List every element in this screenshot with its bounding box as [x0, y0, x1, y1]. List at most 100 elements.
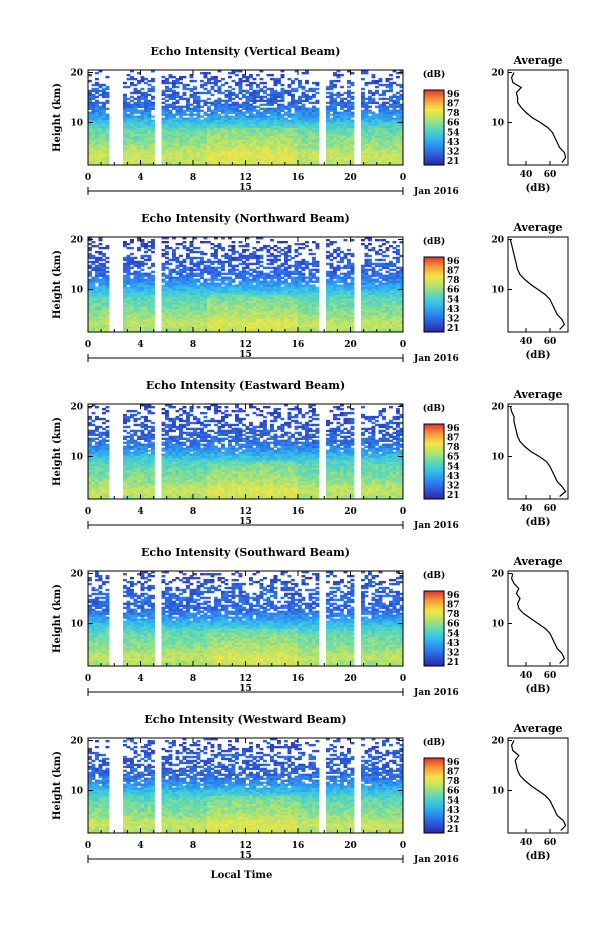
- heatmap-cell: [193, 256, 197, 260]
- heatmap-cell: [266, 125, 271, 128]
- heatmap-cell: [133, 109, 138, 112]
- heatmap-cell: [98, 155, 103, 158]
- heatmap-cell: [179, 115, 183, 118]
- heatmap-cell: [161, 75, 166, 79]
- heatmap-cell: [252, 125, 257, 128]
- heatmap-cell: [231, 155, 236, 158]
- heatmap-cell: [189, 79, 194, 83]
- heatmap-cell: [203, 71, 208, 75]
- heatmap-cell: [270, 246, 274, 250]
- heatmap-cell: [126, 77, 131, 81]
- heatmap-cell: [95, 135, 99, 138]
- heatmap-cell: [98, 137, 103, 140]
- heatmap-cell: [165, 119, 169, 122]
- heatmap-cell: [189, 159, 194, 162]
- heatmap-cell: [266, 147, 271, 150]
- heatmap-cell: [189, 157, 194, 160]
- heatmap-cell: [130, 70, 134, 73]
- heatmap-cell: [126, 133, 131, 136]
- heatmap-cell: [147, 137, 152, 140]
- heatmap-cell: [189, 256, 194, 260]
- heatmap-cell: [270, 141, 274, 144]
- heatmap-cell: [263, 119, 267, 122]
- heatmap-cell: [165, 147, 169, 150]
- heatmap-cell: [144, 137, 148, 140]
- heatmap-cell: [193, 163, 197, 166]
- heatmap-cell: [200, 141, 204, 144]
- heatmap-cell: [123, 95, 127, 99]
- heatmap-cell: [182, 147, 187, 150]
- heatmap-cell: [259, 143, 264, 146]
- heatmap-cell: [172, 137, 176, 140]
- heatmap-cell: [242, 123, 246, 126]
- heatmap-cell: [95, 256, 99, 260]
- heatmap-cell: [214, 119, 218, 122]
- heatmap-cell: [165, 139, 169, 142]
- heatmap-cell: [315, 81, 320, 85]
- heatmap-cell: [126, 109, 131, 112]
- heatmap-cell: [137, 137, 141, 140]
- chart-title: Echo Intensity (Vertical Beam): [150, 45, 340, 58]
- heatmap-cell: [245, 133, 250, 136]
- heatmap-cell: [221, 83, 225, 87]
- heatmap-cell: [263, 109, 267, 112]
- heatmap-cell: [193, 107, 197, 110]
- heatmap-cell: [207, 77, 211, 81]
- heatmap-cell: [161, 155, 166, 158]
- heatmap-cell: [228, 109, 232, 112]
- heatmap-cell: [140, 87, 145, 91]
- heatmap-cell: [280, 103, 285, 107]
- heatmap-cell: [133, 141, 138, 144]
- heatmap-cell: [368, 89, 372, 93]
- heatmap-cell: [242, 254, 246, 258]
- heatmap-cell: [126, 97, 131, 101]
- heatmap-cell: [221, 143, 225, 146]
- heatmap-cell: [224, 123, 229, 126]
- heatmap-cell: [105, 161, 110, 164]
- heatmap-cell: [144, 159, 148, 162]
- heatmap-cell: [231, 284, 236, 287]
- heatmap-cell: [305, 79, 309, 83]
- heatmap-cell: [140, 113, 145, 116]
- heatmap-cell: [242, 107, 246, 110]
- heatmap-cell: [235, 149, 239, 152]
- heatmap-cell: [147, 83, 152, 87]
- heatmap-cell: [88, 246, 92, 250]
- heatmap-cell: [151, 79, 155, 83]
- heatmap-cell: [189, 266, 194, 270]
- heatmap-cell: [161, 79, 166, 83]
- heatmap-cell: [172, 125, 176, 128]
- heatmap-cell: [172, 123, 176, 126]
- heatmap-cell: [242, 113, 246, 116]
- heatmap-cell: [231, 264, 236, 268]
- heatmap-cell: [186, 246, 190, 250]
- heatmap-cell: [371, 97, 376, 101]
- heatmap-cell: [256, 139, 260, 142]
- heatmap-cell: [301, 103, 306, 107]
- heatmap-cell: [147, 272, 152, 276]
- heatmap-cell: [231, 143, 236, 146]
- heatmap-cell: [95, 99, 99, 103]
- heatmap-cell: [249, 153, 253, 156]
- heatmap-cell: [326, 85, 330, 89]
- heatmap-cell: [263, 135, 267, 138]
- heatmap-cell: [133, 121, 138, 124]
- heatmap-cell: [200, 115, 204, 118]
- heatmap-cell: [182, 139, 187, 142]
- heatmap-cell: [105, 95, 110, 99]
- heatmap-cell: [123, 155, 127, 158]
- heatmap-cell: [193, 133, 197, 136]
- heatmap-cell: [95, 264, 99, 268]
- heatmap-cell: [175, 95, 180, 99]
- heatmap-cell: [175, 79, 180, 83]
- heatmap-cell: [224, 272, 229, 276]
- heatmap-cell: [144, 157, 148, 160]
- heatmap-cell: [140, 151, 145, 154]
- heatmap-cell: [168, 147, 173, 150]
- heatmap-cell: [179, 139, 183, 142]
- heatmap-cell: [165, 121, 169, 124]
- average-x-axis-label: (dB): [526, 183, 551, 194]
- heatmap-cell: [147, 99, 152, 103]
- heatmap-cell: [228, 159, 232, 162]
- heatmap-cell: [91, 119, 96, 122]
